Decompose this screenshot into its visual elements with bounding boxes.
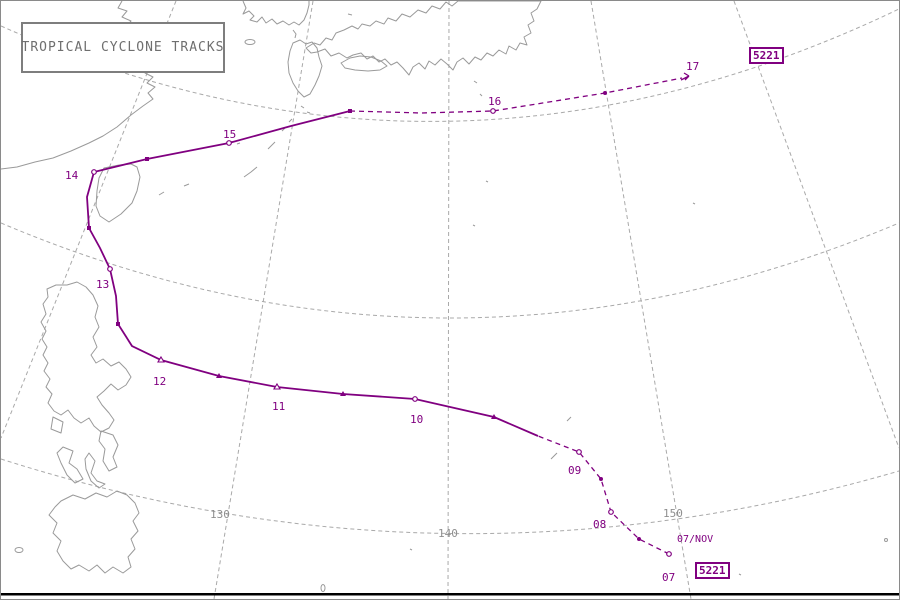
track-point-filled bbox=[491, 414, 497, 419]
track-point-filled bbox=[348, 109, 352, 113]
track-point-open bbox=[576, 449, 582, 455]
coast-panay-negros bbox=[56, 446, 84, 484]
map-title-box: TROPICAL CYCLONE TRACKS bbox=[21, 22, 225, 73]
coast-shikoku bbox=[340, 55, 388, 72]
track-day-label: 07 bbox=[662, 571, 675, 584]
track-point-open bbox=[91, 169, 97, 175]
track-point-filled bbox=[87, 226, 91, 230]
track-point-filled bbox=[216, 373, 222, 378]
track-point-open bbox=[107, 266, 113, 272]
parallel-20n bbox=[1, 222, 899, 319]
meridian-160e bbox=[733, 1, 899, 449]
coast-samar-leyte bbox=[98, 430, 119, 472]
meridian-140e bbox=[447, 1, 450, 599]
parallel-10n bbox=[1, 458, 899, 535]
track-point-filled bbox=[116, 322, 120, 326]
meridian-150e bbox=[590, 1, 692, 599]
map-title: TROPICAL CYCLONE TRACKS bbox=[21, 40, 225, 55]
island-palau bbox=[320, 584, 326, 592]
storm-id-box-top: 5221 bbox=[749, 47, 784, 64]
track-point-open bbox=[412, 396, 418, 402]
island-specks bbox=[409, 80, 742, 576]
island-okinawa bbox=[243, 166, 258, 178]
coast-honshu bbox=[305, 1, 542, 76]
track-day-label: 14 bbox=[65, 169, 79, 182]
track-point-open bbox=[273, 382, 281, 390]
meridian-130e bbox=[213, 1, 314, 599]
island-sulu bbox=[14, 547, 24, 553]
track-end-arrow bbox=[680, 72, 690, 81]
coast-taiwan bbox=[95, 163, 141, 223]
track-start-date-label: 07/NOV bbox=[677, 534, 713, 545]
track-segment-dashed bbox=[349, 77, 683, 114]
bottom-neatline bbox=[1, 593, 899, 596]
track-day-label: 13 bbox=[96, 278, 109, 291]
track-day-label: 15 bbox=[223, 128, 236, 141]
track-day-label: 17 bbox=[686, 60, 699, 73]
track-segment-dashed bbox=[537, 435, 670, 555]
coast-kyushu bbox=[287, 39, 323, 98]
track-point-filled bbox=[599, 477, 603, 481]
coast-mindoro bbox=[50, 416, 64, 434]
longitude-label: 130 bbox=[210, 508, 230, 521]
track-day-label: 16 bbox=[488, 95, 501, 108]
island-yaeyama bbox=[158, 191, 165, 196]
track-point-filled bbox=[145, 157, 149, 161]
island-miyako bbox=[183, 183, 190, 187]
track-point-open bbox=[226, 140, 232, 146]
track-point-open bbox=[157, 355, 165, 363]
storm-id-box-bottom: 5221 bbox=[695, 562, 730, 579]
track-point-filled bbox=[637, 537, 641, 541]
track-layer bbox=[86, 72, 690, 557]
island-amami bbox=[267, 141, 276, 150]
longitude-label: 140 bbox=[438, 527, 458, 540]
coast-mindanao bbox=[48, 490, 140, 574]
coastlines bbox=[1, 1, 888, 592]
coast-korea bbox=[242, 1, 310, 26]
track-day-label: 08 bbox=[593, 518, 606, 531]
island-kyushu-islets bbox=[300, 13, 353, 114]
track-point-open bbox=[490, 108, 496, 114]
island-tsushima bbox=[292, 29, 297, 39]
track-day-label: 12 bbox=[153, 375, 166, 388]
track-day-label: 11 bbox=[272, 400, 285, 413]
label-layer: 07 08 09 10 11 12 13 14 15 16 17 07/NOV 130 140 150 bbox=[65, 60, 713, 584]
graticule-parallels bbox=[1, 8, 899, 535]
track-point-open bbox=[666, 551, 672, 557]
island-speck-east bbox=[884, 538, 888, 542]
longitude-label: 150 bbox=[663, 507, 683, 520]
coast-luzon bbox=[40, 281, 132, 433]
track-point-filled bbox=[340, 391, 346, 396]
track-day-label: 09 bbox=[568, 464, 581, 477]
track-point-filled bbox=[603, 91, 607, 95]
track-day-label: 10 bbox=[410, 413, 423, 426]
coast-cebu-bohol bbox=[84, 452, 106, 489]
track-point-open bbox=[608, 509, 614, 515]
island-jeju bbox=[244, 39, 256, 45]
island-tokara-chain bbox=[228, 118, 293, 145]
